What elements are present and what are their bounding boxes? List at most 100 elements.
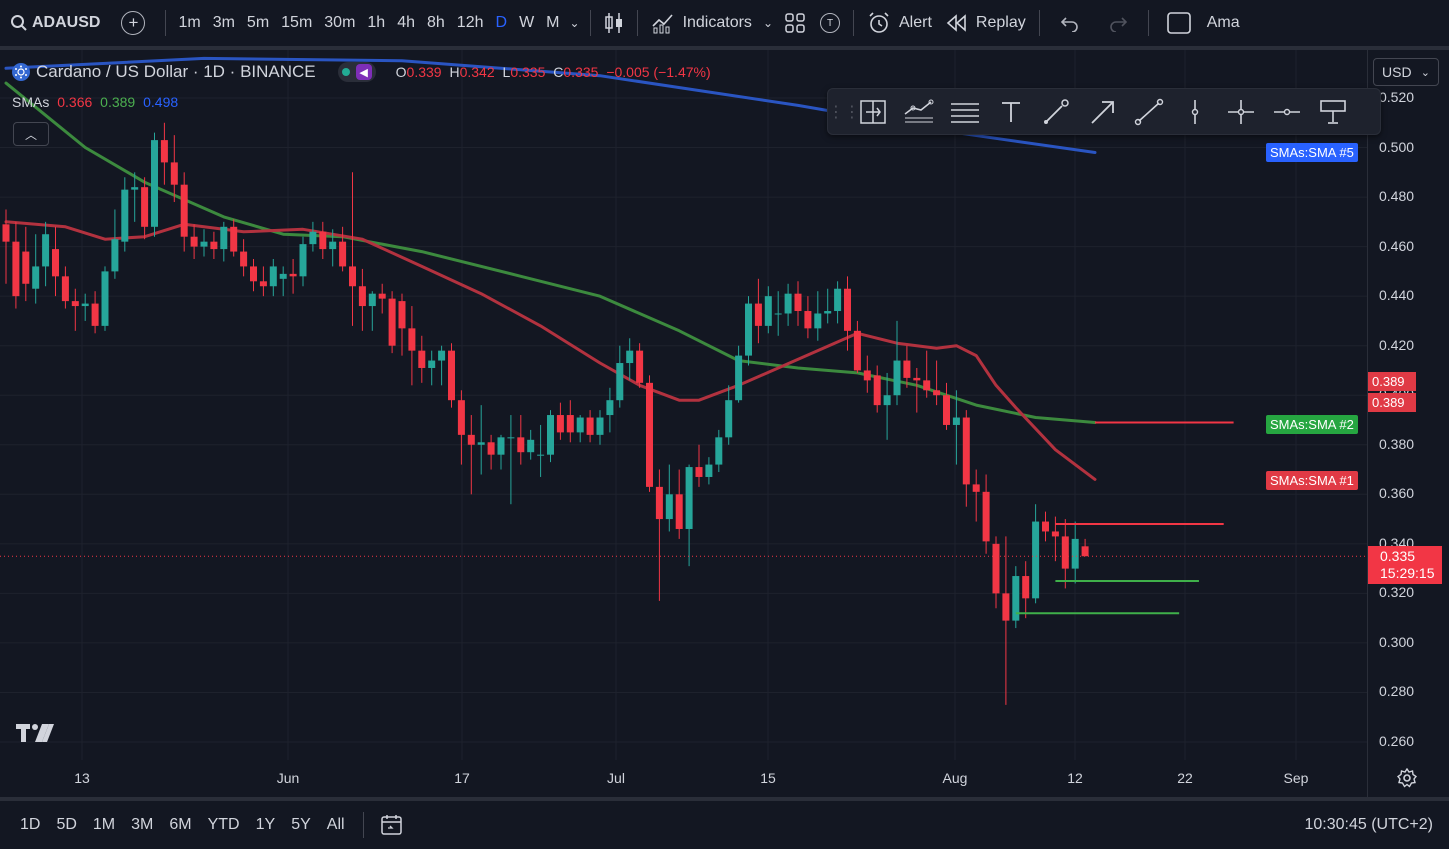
candle-body <box>1042 521 1049 532</box>
candle <box>339 226 347 272</box>
range-1y[interactable]: 1Y <box>255 816 276 833</box>
tool-arrow[interactable] <box>1080 92 1126 132</box>
fullscreen-button[interactable] <box>1155 0 1203 46</box>
timeframe-w[interactable]: W <box>519 14 535 31</box>
time-tick-label: 13 <box>74 770 90 786</box>
tool-brush[interactable] <box>1034 92 1080 132</box>
candle <box>982 474 990 554</box>
candle-body <box>289 273 297 277</box>
candle <box>913 367 921 413</box>
tool-cross-line[interactable] <box>1218 92 1264 132</box>
sma1-line <box>4 220 1097 481</box>
candle-body <box>596 417 604 435</box>
status-indicator[interactable]: ◀ <box>337 62 376 82</box>
range-5y[interactable]: 5Y <box>291 816 311 833</box>
drag-handle-icon[interactable]: ⋮⋮ <box>828 103 860 121</box>
candle <box>170 135 178 203</box>
tool-text[interactable] <box>988 92 1034 132</box>
support-resistance-lines[interactable] <box>1015 421 1234 615</box>
candle-body <box>933 390 941 396</box>
price-chart[interactable] <box>0 50 1367 797</box>
last-price-tag: 0.335 15:29:15 <box>1368 546 1442 584</box>
range-1m[interactable]: 1M <box>92 816 116 833</box>
price-tick-label: 0.440 <box>1379 287 1415 304</box>
candle <box>1061 519 1069 589</box>
layouts-button[interactable] <box>777 0 813 46</box>
goto-date-button[interactable] <box>374 813 410 837</box>
compare-symbol-button[interactable]: + <box>107 0 159 46</box>
replay-button[interactable]: Replay <box>939 0 1033 46</box>
timeframe-12h[interactable]: 12h <box>456 14 484 31</box>
sma2-tag[interactable]: SMAs:SMA #2 <box>1266 415 1358 434</box>
candle <box>814 291 822 341</box>
candle-body <box>537 454 545 456</box>
tool-fixed-range[interactable] <box>850 92 896 132</box>
tool-horizontal-lines[interactable] <box>942 92 988 132</box>
timezone-clock[interactable]: 10:30:45 (UTC+2) <box>1304 816 1433 833</box>
timeframe-1h[interactable]: 1h <box>367 14 386 31</box>
symbol-search[interactable]: ADAUSD <box>0 0 107 46</box>
trend-line-icon <box>1134 98 1164 125</box>
divider <box>165 10 167 36</box>
gear-icon[interactable] <box>1397 768 1417 788</box>
indicators-label: Indicators <box>682 14 752 31</box>
candle <box>517 415 525 465</box>
candle <box>279 266 287 297</box>
templates-button[interactable]: T <box>813 0 847 46</box>
redo-button[interactable] <box>1094 0 1142 46</box>
timeframe-5m[interactable]: 5m <box>246 14 270 31</box>
chart-title[interactable]: Cardano / US Dollar · 1D · BINANCE <box>36 62 316 81</box>
currency-label: USD <box>1382 64 1412 80</box>
candle <box>101 266 109 331</box>
collapse-legend-button[interactable]: ︿ <box>13 122 49 146</box>
timeframe-30m[interactable]: 30m <box>324 14 356 31</box>
timeframe-15m[interactable]: 15m <box>281 14 313 31</box>
tradingview-logo-icon[interactable] <box>16 722 56 744</box>
price-scale[interactable] <box>1367 50 1449 797</box>
candle <box>804 296 812 339</box>
timeframe-3m[interactable]: 3m <box>212 14 235 31</box>
timeframe-8h[interactable]: 8h <box>427 14 445 31</box>
candle-body <box>863 370 871 381</box>
candle <box>448 343 455 408</box>
range-3m[interactable]: 3M <box>131 816 154 833</box>
range-6m[interactable]: 6M <box>169 816 192 833</box>
candle-body <box>616 363 624 401</box>
tool-trend-line[interactable] <box>1126 92 1172 132</box>
candle <box>151 132 158 237</box>
range-ytd[interactable]: YTD <box>207 816 240 833</box>
candle-body <box>883 395 891 406</box>
truncated-menu-item[interactable]: Ama <box>1203 0 1244 46</box>
range-1d[interactable]: 1D <box>20 816 41 833</box>
candle-body <box>943 395 950 425</box>
tool-signpost[interactable] <box>1310 92 1356 132</box>
sma5-tag[interactable]: SMAs:SMA #5 <box>1266 143 1358 162</box>
timeframe-dropdown-button[interactable]: ⌄ <box>566 0 584 46</box>
indicators-dropdown[interactable]: ⌄ <box>759 0 777 46</box>
candle-body <box>428 360 436 368</box>
indicators-button[interactable]: Indicators <box>644 0 759 46</box>
tool-vertical-line[interactable] <box>1172 92 1218 132</box>
timeframe-d[interactable]: D <box>495 14 508 31</box>
candle-body <box>626 350 634 364</box>
candle-body <box>339 241 347 267</box>
range-all[interactable]: All <box>326 816 345 833</box>
price-tick-label: 0.320 <box>1379 584 1415 601</box>
currency-selector[interactable]: USD ⌄ <box>1373 58 1439 86</box>
candle <box>586 410 594 443</box>
alert-button[interactable]: Alert <box>860 0 939 46</box>
tool-trend-channel[interactable] <box>896 92 942 132</box>
candle-body <box>913 377 921 381</box>
timeframe-1m[interactable]: 1m <box>178 14 201 31</box>
timeframe-4h[interactable]: 4h <box>397 14 415 31</box>
timeframe-m[interactable]: M <box>546 14 560 31</box>
candle <box>715 429 723 473</box>
chart-type-button[interactable] <box>597 0 631 46</box>
chart-legend: Cardano / US Dollar · 1D · BINANCE ◀ O0.… <box>12 62 711 82</box>
range-5d[interactable]: 5D <box>56 816 77 833</box>
sma-legend[interactable]: SMAs 0.366 0.389 0.498 <box>12 94 178 110</box>
tool-horizontal-ray[interactable] <box>1264 92 1310 132</box>
sma1-tag[interactable]: SMAs:SMA #1 <box>1266 471 1358 490</box>
undo-button[interactable] <box>1046 0 1094 46</box>
divider <box>1038 10 1040 36</box>
